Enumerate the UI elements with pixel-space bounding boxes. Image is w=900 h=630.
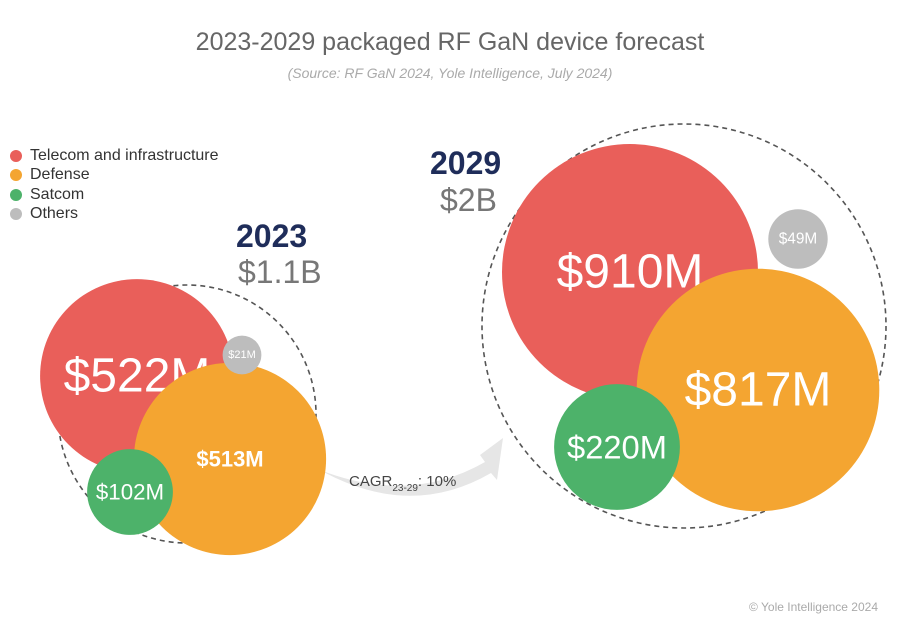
chart-subtitle: (Source: RF GaN 2024, Yole Intelligence,… — [287, 65, 613, 81]
growth-arrow — [320, 438, 503, 496]
legend: Telecom and infrastructure Defense Satco… — [10, 146, 219, 224]
legend-item-telecom: Telecom and infrastructure — [10, 146, 219, 166]
chart-title: 2023-2029 packaged RF GaN device forecas… — [195, 28, 705, 56]
cagr-suffix: : 10% — [418, 473, 456, 490]
bubble-label-defense-2029: $817M — [685, 364, 832, 417]
legend-label-satcom: Satcom — [30, 185, 85, 203]
bubble-label-others-2023: $21M — [228, 349, 256, 361]
bubble-label-satcom-2023: $102M — [96, 480, 164, 505]
total-label-2023: $1.1B — [238, 254, 322, 290]
cagr-label: CAGR23-29: 10% — [349, 473, 456, 494]
bubble-label-satcom-2029: $220M — [567, 429, 667, 466]
legend-item-defense: Defense — [10, 166, 219, 186]
legend-item-others: Others — [10, 205, 219, 225]
bubble-others-2029 — [768, 209, 828, 269]
bubbles-layer: $522M$513M$102M$21M$910M$817M$220M$49M — [40, 144, 880, 556]
bubble-satcom-2023 — [87, 449, 173, 535]
legend-label-others: Others — [30, 205, 79, 223]
legend-swatch-telecom — [10, 149, 22, 162]
bubble-defense-2029 — [636, 268, 880, 512]
cagr-prefix: CAGR — [349, 473, 393, 490]
bubble-defense-2023 — [133, 362, 327, 556]
bubble-label-telecom-2029: $910M — [557, 246, 704, 299]
legend-label-telecom: Telecom and infrastructure — [30, 146, 219, 164]
year-label-2023: 2023 — [236, 218, 308, 254]
cagr-subscript: 23-29 — [392, 483, 418, 494]
legend-swatch-defense — [10, 169, 22, 182]
bubble-satcom-2029 — [554, 384, 680, 510]
legend-label-defense: Defense — [30, 166, 90, 184]
legend-swatch-satcom — [10, 188, 22, 201]
bubble-label-others-2029: $49M — [779, 231, 818, 248]
legend-swatch-others — [10, 208, 22, 221]
bubble-label-defense-2023: $513M — [196, 447, 263, 472]
total-label-2029: $2B — [440, 182, 497, 218]
legend-item-satcom: Satcom — [10, 185, 219, 205]
group-outline-2029 — [481, 123, 887, 529]
copyright: © Yole Intelligence 2024 — [749, 600, 878, 614]
year-label-2029: 2029 — [430, 145, 502, 181]
bubble-others-2023 — [222, 335, 262, 375]
